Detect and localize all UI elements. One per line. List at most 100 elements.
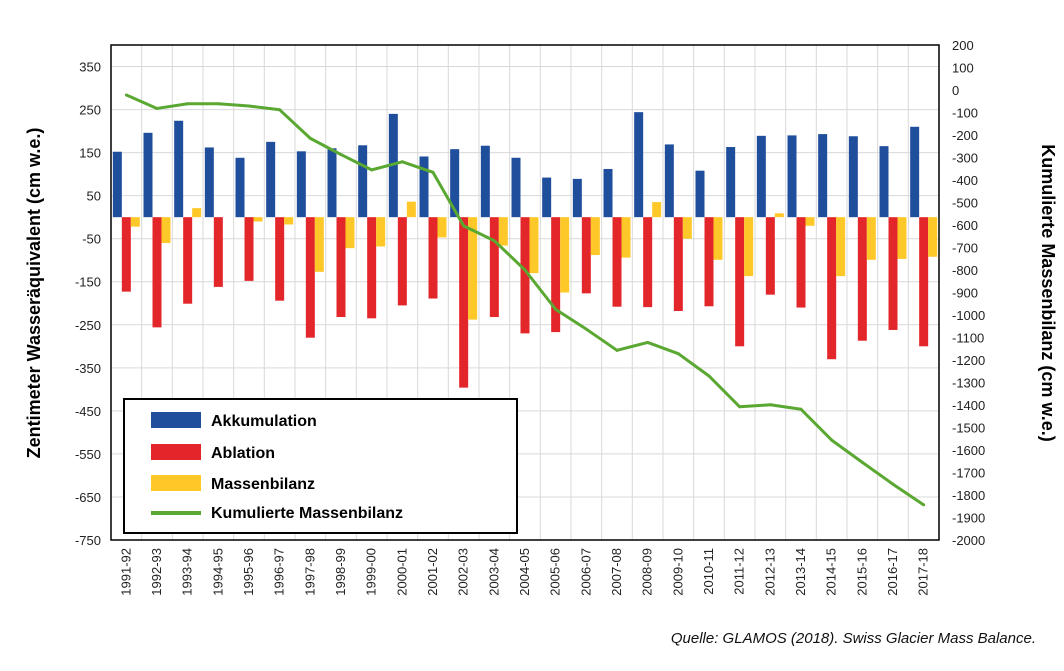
bar-akkumulation	[112, 151, 122, 218]
bar-massenbilanz	[590, 217, 600, 256]
x-tick-label: 1996-97	[272, 548, 287, 596]
bar-massenbilanz	[744, 217, 754, 277]
x-tick-label: 1992-93	[149, 548, 164, 596]
bar-ablation	[183, 217, 193, 304]
bar-series	[112, 112, 938, 388]
bar-massenbilanz	[560, 217, 570, 293]
bar-massenbilanz	[161, 217, 171, 243]
x-tick-label: 2004-05	[517, 548, 532, 596]
x-tick-label: 2009-10	[670, 548, 685, 596]
x-tick-label: 2010-11	[701, 548, 716, 595]
bar-massenbilanz	[314, 217, 324, 272]
right-tick-label: -1800	[952, 488, 985, 503]
right-tick-label: 100	[952, 61, 974, 76]
line-point	[584, 327, 588, 331]
right-tick-label: -1500	[952, 421, 985, 436]
bar-massenbilanz	[774, 213, 784, 218]
bar-akkumulation	[450, 149, 460, 218]
bar-akkumulation	[879, 146, 889, 218]
bar-ablation	[152, 217, 162, 328]
right-tick-label: -300	[952, 151, 978, 166]
line-point	[370, 168, 374, 172]
bar-akkumulation	[787, 135, 797, 218]
bar-akkumulation	[296, 151, 306, 218]
x-tick-label: 1998-99	[333, 548, 348, 596]
bar-akkumulation	[603, 168, 613, 218]
legend-label-akkumulation: Akkumulation	[211, 413, 317, 430]
line-point	[646, 340, 650, 344]
bar-ablation	[367, 217, 377, 319]
x-tick-label: 2006-07	[578, 548, 593, 596]
bar-akkumulation	[664, 144, 674, 218]
x-tick-label: 1995-96	[241, 548, 256, 596]
x-tick-label: 2011-12	[732, 548, 747, 595]
right-tick-label: -1400	[952, 398, 985, 413]
bar-akkumulation	[511, 157, 521, 218]
bar-massenbilanz	[652, 202, 662, 218]
x-tick-label: 2013-14	[793, 548, 808, 596]
line-point	[615, 348, 619, 352]
x-tick-label: 2008-09	[640, 548, 655, 596]
y-axis-label-left: Zentimeter Wasseräquivalent (cm w.e.)	[24, 128, 44, 459]
bar-massenbilanz	[866, 217, 876, 260]
right-tick-label: -900	[952, 286, 978, 301]
right-tick-label: -500	[952, 196, 978, 211]
x-tick-label: 2007-08	[609, 548, 624, 596]
x-tick-label: 2002-03	[456, 548, 471, 596]
x-tick-label: 2016-17	[885, 548, 900, 596]
x-tick-label: 2000-01	[394, 548, 409, 596]
right-tick-label: -1200	[952, 353, 985, 368]
bar-massenbilanz	[621, 217, 631, 258]
right-axis-ticks: 200 100 0 -100 -200 -300 -400 -500 -600 -700 -800 -…	[952, 38, 985, 548]
right-tick-label: -1100	[952, 331, 984, 346]
bar-ablation	[397, 217, 407, 306]
legend: Akkumulation Ablation Massenbilanz Kumul…	[123, 398, 518, 534]
line-point	[431, 170, 435, 174]
line-point	[339, 153, 343, 157]
bar-akkumulation	[480, 145, 490, 218]
line-point	[830, 438, 834, 442]
line-point	[124, 93, 128, 97]
bar-ablation	[336, 217, 346, 318]
cumulative-line-series	[124, 93, 926, 507]
bar-massenbilanz	[406, 201, 416, 218]
line-point	[400, 160, 404, 164]
bar-akkumulation	[143, 132, 153, 218]
left-tick-label: -450	[75, 404, 101, 419]
left-axis-ticks: 350 250 150 50 -50 -150 -250 -350 -450 -550 -650 -7…	[75, 60, 101, 548]
legend-swatch-ablation	[151, 444, 201, 460]
x-tick-label: 1991-92	[118, 548, 133, 596]
line-point	[922, 503, 926, 507]
left-tick-label: -550	[75, 447, 101, 462]
right-tick-label: 200	[952, 38, 974, 53]
right-tick-label: -400	[952, 173, 978, 188]
line-point	[554, 307, 558, 311]
x-tick-label: 2014-15	[824, 548, 839, 596]
line-point	[308, 136, 312, 140]
line-point	[155, 106, 159, 110]
bar-ablation	[520, 217, 530, 334]
x-tick-label: 2005-06	[548, 548, 563, 596]
x-tick-label: 1999-00	[364, 548, 379, 596]
bar-akkumulation	[419, 156, 429, 218]
right-tick-label: -100	[952, 106, 978, 121]
bar-massenbilanz	[897, 217, 907, 259]
bar-ablation	[643, 217, 653, 308]
x-tick-label: 1993-94	[180, 548, 195, 596]
bar-ablation	[888, 217, 898, 330]
right-tick-label: -200	[952, 128, 978, 143]
bar-ablation	[121, 217, 131, 292]
right-tick-label: -1900	[952, 511, 985, 526]
bar-ablation	[673, 217, 683, 312]
bar-massenbilanz	[376, 217, 386, 247]
bar-ablation	[796, 217, 806, 308]
line-point	[768, 403, 772, 407]
line-point	[738, 405, 742, 409]
x-tick-label: 2015-16	[854, 548, 869, 596]
bar-massenbilanz	[253, 217, 263, 222]
line-point	[186, 102, 190, 106]
bar-massenbilanz	[192, 208, 202, 218]
bar-akkumulation	[756, 135, 766, 218]
bar-massenbilanz	[836, 217, 846, 277]
